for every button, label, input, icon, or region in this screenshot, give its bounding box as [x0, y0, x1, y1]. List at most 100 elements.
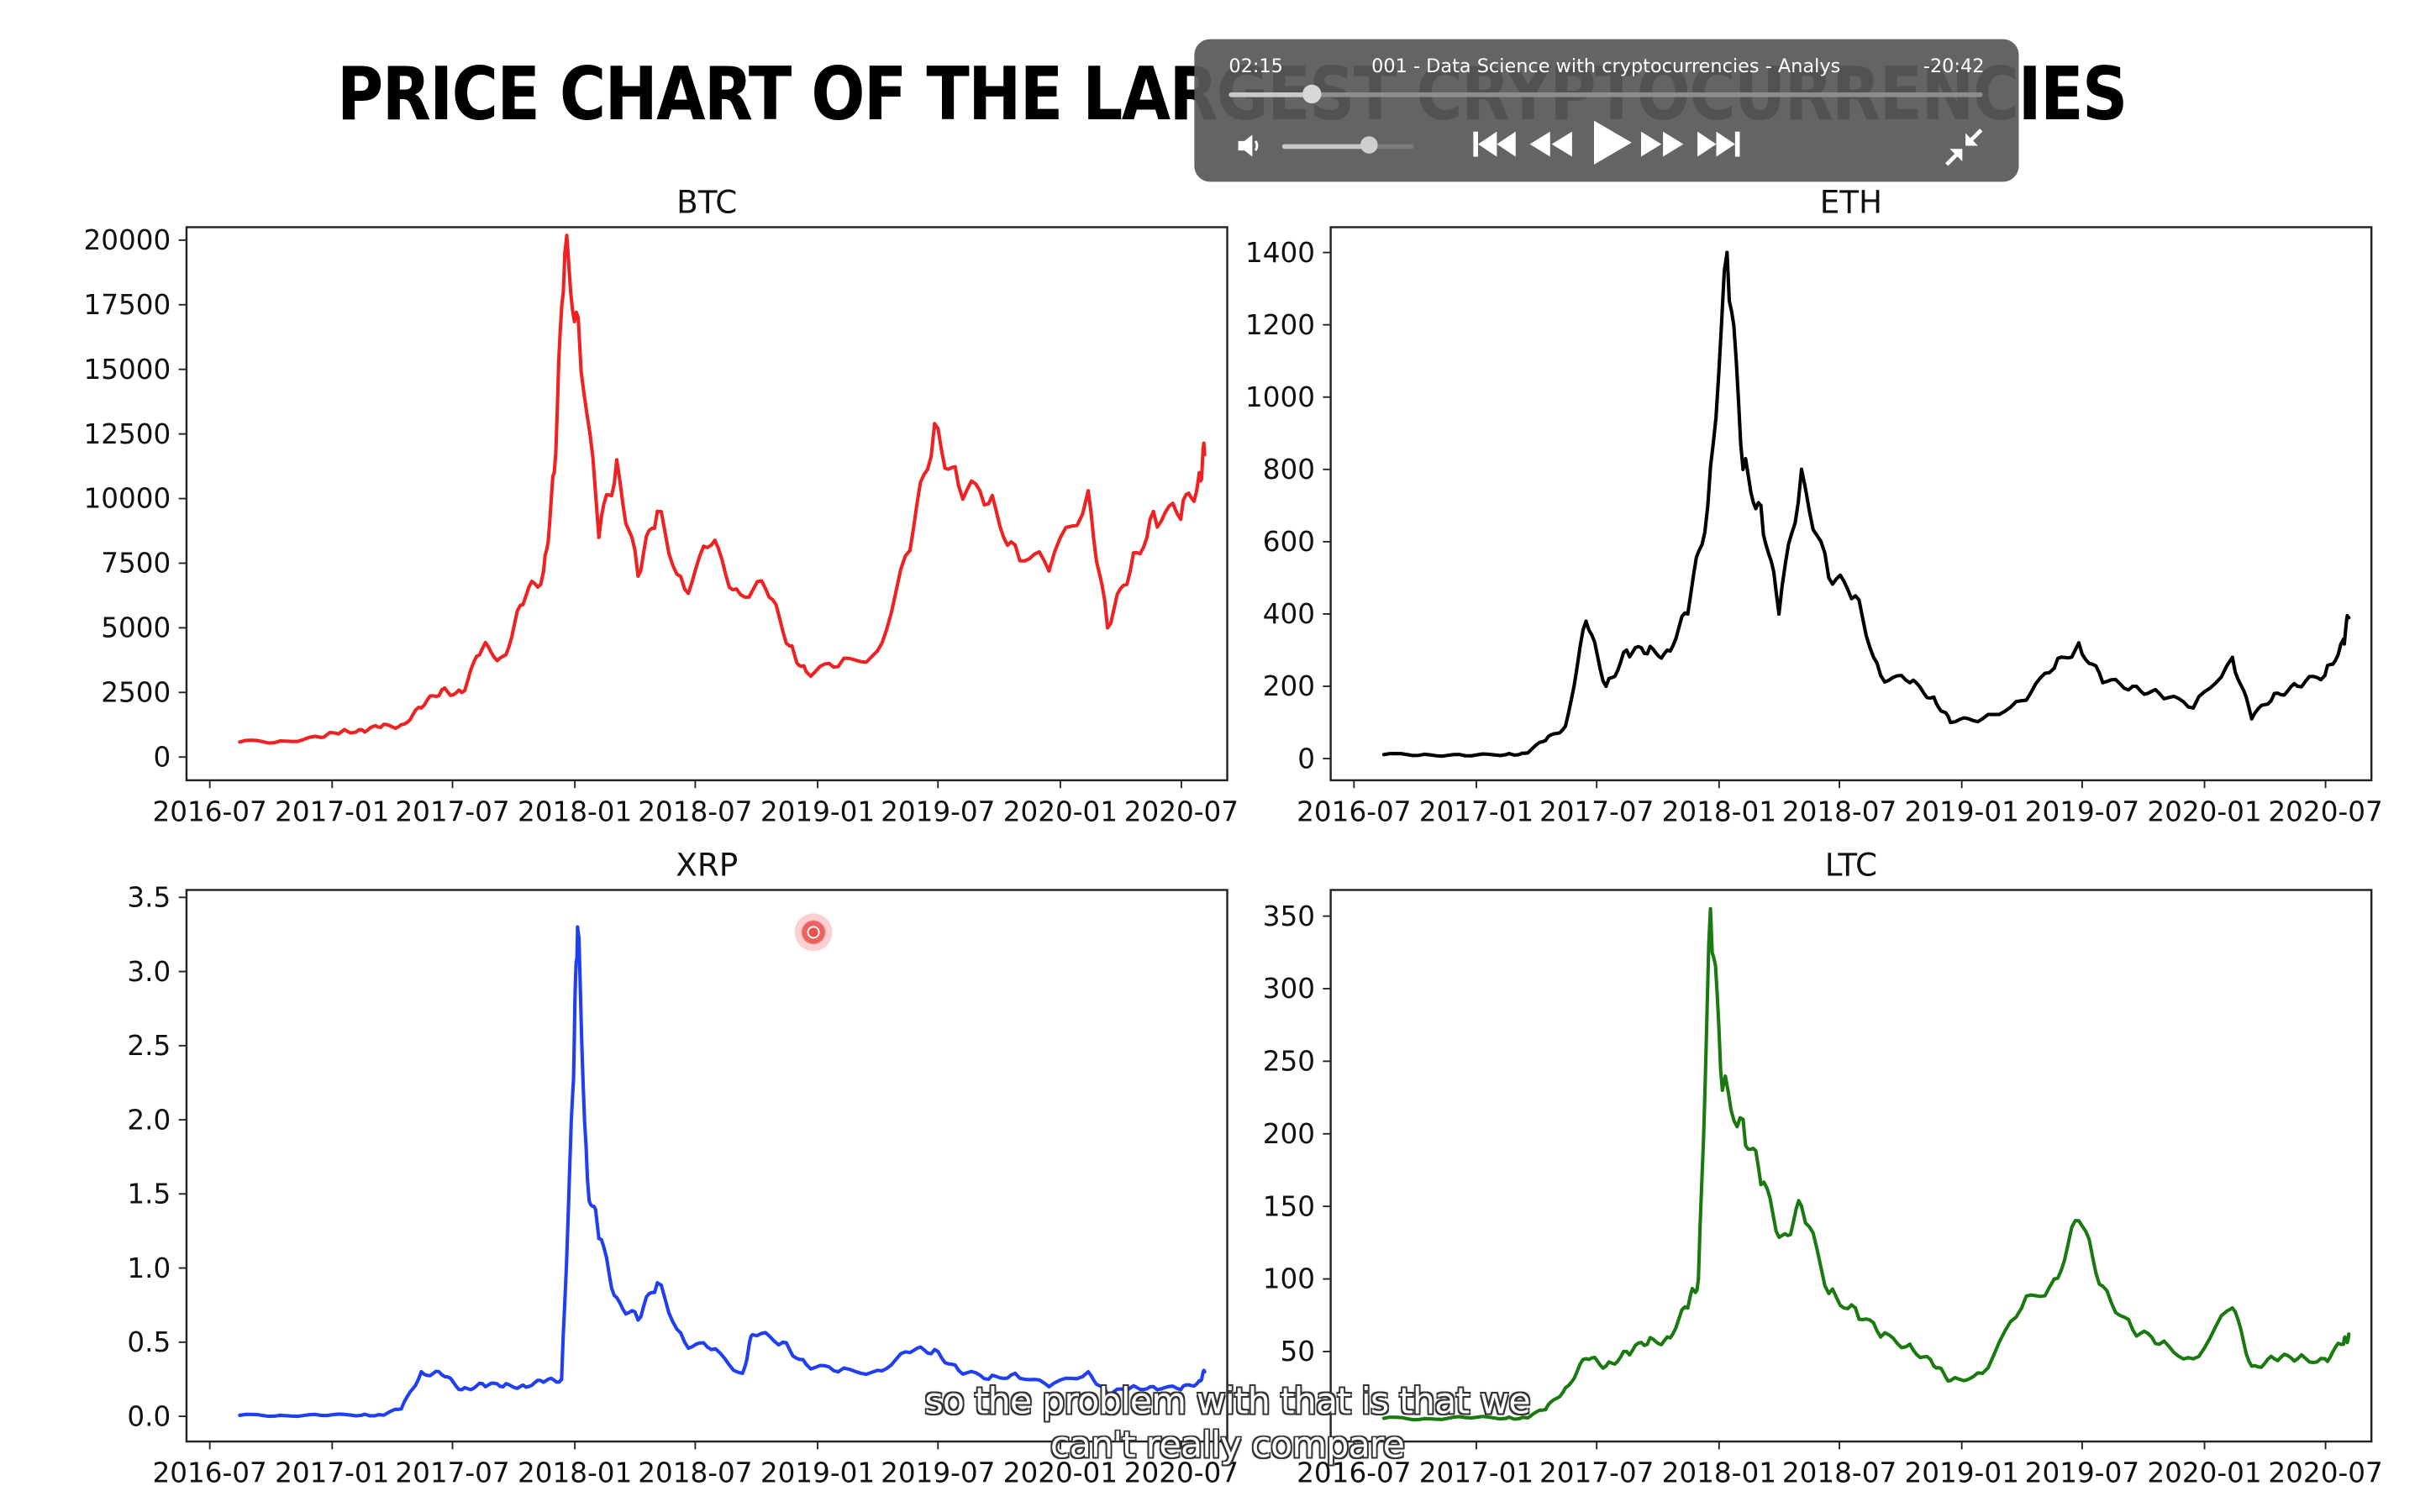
- chart-title: BTC: [676, 184, 737, 221]
- series-line-btc: [239, 234, 1207, 745]
- skip-forward-icon[interactable]: [1693, 125, 1744, 163]
- data-point: [734, 587, 739, 591]
- x-tick-label: 2019-07: [2025, 1457, 2139, 1489]
- data-point: [781, 1340, 785, 1344]
- data-point: [750, 1332, 755, 1337]
- exit-fullscreen-icon[interactable]: [1944, 127, 1984, 167]
- data-point: [876, 649, 880, 654]
- y-tick-label: 800: [1263, 454, 1315, 486]
- y-tick-label: 250: [1263, 1046, 1315, 1078]
- y-tick-label: 300: [1263, 973, 1315, 1005]
- data-point: [318, 1413, 323, 1417]
- data-point: [1827, 575, 1831, 580]
- y-tick-label: 2.0: [127, 1104, 171, 1136]
- data-point: [238, 740, 242, 744]
- data-point: [1949, 1378, 1953, 1383]
- data-point: [2101, 680, 2105, 685]
- x-tick-label: 2018-07: [638, 1457, 752, 1489]
- data-point: [1563, 724, 1568, 728]
- play-icon[interactable]: [1588, 118, 1635, 168]
- data-point: [278, 739, 282, 743]
- x-tick-label: 2020-07: [1124, 795, 1239, 827]
- volume-knob[interactable]: [1360, 136, 1379, 154]
- data-point: [764, 587, 768, 591]
- data-point: [2347, 616, 2351, 620]
- data-point: [460, 1388, 464, 1392]
- data-point: [339, 730, 344, 734]
- data-point: [1907, 680, 1912, 685]
- data-point: [1086, 1370, 1091, 1374]
- data-point: [541, 1380, 546, 1384]
- x-tick-label: 2020-07: [2268, 795, 2382, 827]
- data-point: [1423, 752, 1427, 756]
- skip-back-icon[interactable]: [1470, 125, 1521, 163]
- data-point: [986, 501, 991, 506]
- data-point: [1879, 1335, 1883, 1339]
- data-point: [2076, 641, 2081, 645]
- fast-forward-icon[interactable]: [1636, 125, 1686, 163]
- y-tick-label: 1200: [1245, 309, 1315, 341]
- data-point: [986, 1377, 991, 1381]
- plot-frame: [185, 889, 1228, 1443]
- data-point: [1128, 1386, 1133, 1390]
- data-point: [439, 688, 444, 692]
- y-tick-label: 150: [1263, 1190, 1315, 1222]
- data-point: [1741, 467, 1745, 471]
- data-point: [1202, 453, 1207, 457]
- data-point: [1665, 1335, 1670, 1339]
- data-point: [541, 569, 546, 573]
- data-point: [1624, 1349, 1628, 1354]
- data-point: [1544, 738, 1548, 743]
- data-point: [360, 727, 364, 732]
- data-point: [1086, 489, 1091, 493]
- volume-slider[interactable]: [1281, 136, 1414, 154]
- data-point: [1645, 652, 1649, 656]
- data-point: [709, 1347, 713, 1352]
- x-tick-label: 2019-01: [1905, 795, 2019, 827]
- data-point: [1780, 1233, 1785, 1237]
- data-point: [655, 509, 660, 513]
- data-point: [2249, 717, 2254, 721]
- data-point: [1202, 1370, 1207, 1374]
- x-tick-label: 2018-07: [638, 795, 752, 827]
- data-point: [1463, 753, 1467, 758]
- data-point: [399, 722, 403, 727]
- y-tick-label: 200: [1263, 1118, 1315, 1150]
- data-point: [2019, 699, 2023, 703]
- elapsed-time: 02:15: [1228, 55, 1283, 77]
- y-tick-label: 7500: [101, 548, 171, 580]
- y-tick-label: 1400: [1245, 237, 1315, 269]
- data-point: [614, 1295, 619, 1299]
- data-point: [1584, 619, 1588, 623]
- y-tick-label: 2.5: [127, 1030, 171, 1062]
- x-tick-label: 2019-07: [2025, 795, 2139, 827]
- data-point: [1463, 1415, 1467, 1420]
- data-point: [2101, 1284, 2105, 1289]
- chart-title: XRP: [676, 847, 738, 884]
- x-tick-label: 2017-07: [395, 1457, 509, 1489]
- series-line-xrp: [239, 925, 1207, 1419]
- data-point: [1645, 1342, 1649, 1347]
- chart-title: LTC: [1825, 847, 1877, 884]
- data-point: [2323, 1357, 2327, 1361]
- y-tick-label: 3.5: [127, 882, 171, 914]
- progress-bar[interactable]: [1228, 84, 1983, 104]
- progress-scrubber[interactable]: [1302, 84, 1322, 104]
- rewind-icon[interactable]: [1527, 125, 1577, 163]
- y-tick-label: 600: [1263, 526, 1315, 558]
- data-point: [1725, 250, 1729, 255]
- plot-frame: [1329, 889, 2373, 1443]
- volume-icon[interactable]: [1235, 132, 1266, 160]
- x-tick-label: 2018-01: [1662, 1457, 1776, 1489]
- y-tick-label: 0.5: [127, 1326, 171, 1358]
- plot-frame: [1329, 226, 2373, 782]
- data-point: [1604, 684, 1608, 689]
- y-tick-label: 200: [1263, 670, 1315, 702]
- data-point: [552, 470, 556, 475]
- data-point: [2296, 684, 2300, 689]
- y-tick-label: 350: [1263, 900, 1315, 932]
- video-player-controls[interactable]: 02:15 001 - Data Science with cryptocurr…: [1194, 39, 2019, 182]
